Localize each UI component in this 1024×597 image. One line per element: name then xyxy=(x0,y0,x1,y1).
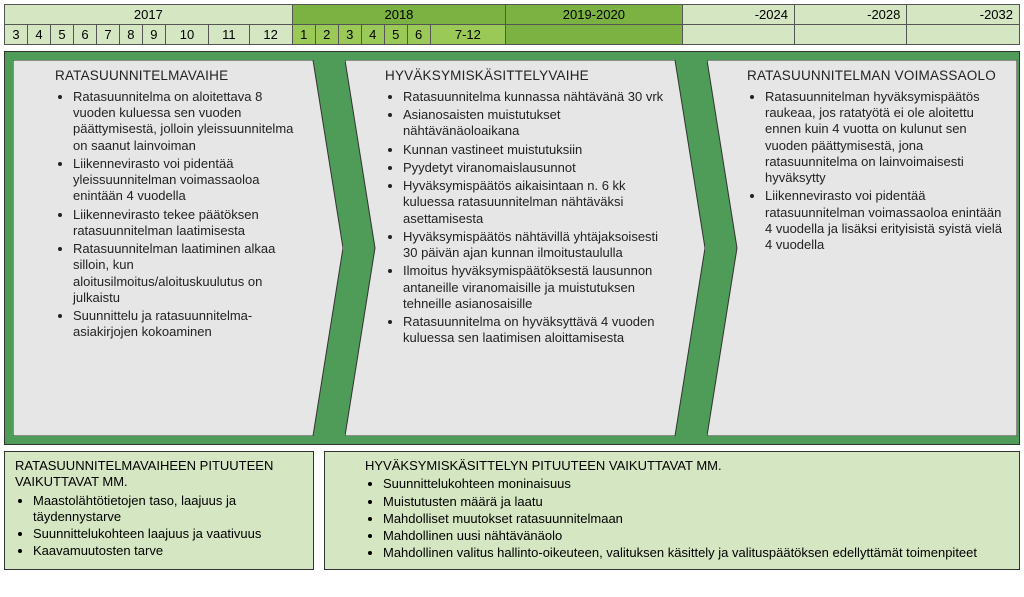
bottom-info-row: RATASUUNNITELMAVAIHEEN PITUUTEEN VAIKUTT… xyxy=(4,451,1020,570)
info-item: Mahdollinen valitus hallinto-oikeuteen, … xyxy=(383,545,1009,561)
info-list: Maastolähtötietojen taso, laajuus ja täy… xyxy=(15,493,303,560)
month-cell: 3 xyxy=(338,25,361,45)
month-cell-blank xyxy=(794,25,906,45)
month-cell: 5 xyxy=(384,25,407,45)
month-cell: 11 xyxy=(209,25,249,45)
info-title: HYVÄKSYMISKÄSITTELYN PITUUTEEN VAIKUTTAV… xyxy=(365,458,1009,474)
phase-item: Ratasuunnitelman laatiminen alkaa silloi… xyxy=(73,241,303,306)
month-cell: 1 xyxy=(292,25,315,45)
info-item: Maastolähtötietojen taso, laajuus ja täy… xyxy=(33,493,303,526)
phase-item: Pyydetyt viranomaislausunnot xyxy=(403,160,665,176)
phase-item: Ratasuunnitelma on hyväksyttävä 4 vuoden… xyxy=(403,314,665,347)
month-cell: 7-12 xyxy=(430,25,505,45)
phase-chevron-3: RATASUUNNITELMAN VOIMASSAOLO Ratasuunnit… xyxy=(707,60,1017,436)
chevron-panel: RATASUUNNITELMAVAIHE Ratasuunnitelma on … xyxy=(4,51,1020,445)
info-box-left: RATASUUNNITELMAVAIHEEN PITUUTEEN VAIKUTT… xyxy=(4,451,314,570)
phase-item: Liikennevirasto voi pidentää yleissuunni… xyxy=(73,156,303,205)
timeline-table: 2017 2018 2019-2020 -2024 -2028 -2032 3 … xyxy=(4,4,1020,45)
info-item: Muistutusten määrä ja laatu xyxy=(383,494,1009,510)
month-cell: 4 xyxy=(361,25,384,45)
phase-item: Ratasuunnitelma kunnassa nähtävänä 30 vr… xyxy=(403,89,665,105)
info-item: Suunnittelukohteen laajuus ja vaativuus xyxy=(33,526,303,542)
year-2019-2020: 2019-2020 xyxy=(506,5,682,25)
year-2032: -2032 xyxy=(907,5,1020,25)
info-box-right: HYVÄKSYMISKÄSITTELYN PITUUTEEN VAIKUTTAV… xyxy=(324,451,1020,570)
month-cell-blank xyxy=(907,25,1020,45)
phase-title: RATASUUNNITELMAVAIHE xyxy=(55,68,303,85)
phase-title: HYVÄKSYMISKÄSITTELYVAIHE xyxy=(385,68,665,85)
info-item: Suunnittelukohteen moninaisuus xyxy=(383,476,1009,492)
phase-list: Ratasuunnitelma on aloitettava 8 vuoden … xyxy=(55,89,303,341)
month-cell: 4 xyxy=(27,25,50,45)
timeline-months-row: 3 4 5 6 7 8 9 10 11 12 1 2 3 4 5 6 7-12 xyxy=(5,25,1020,45)
month-cell: 5 xyxy=(50,25,73,45)
info-list: Suunnittelukohteen moninaisuus Muistutus… xyxy=(365,476,1009,561)
month-cell: 6 xyxy=(73,25,96,45)
month-cell: 8 xyxy=(119,25,142,45)
phase-chevron-2: HYVÄKSYMISKÄSITTELYVAIHE Ratasuunnitelma… xyxy=(345,60,705,436)
year-2028: -2028 xyxy=(794,5,906,25)
year-2018: 2018 xyxy=(292,5,505,25)
phase-item: Suunnittelu ja ratasuunnitelma-asiakirjo… xyxy=(73,308,303,341)
phase-item: Ilmoitus hyväksymispäätöksestä lausunnon… xyxy=(403,263,665,312)
phase-title: RATASUUNNITELMAN VOIMASSAOLO xyxy=(747,68,1003,85)
phase-item: Asianosaisten muistutukset nähtävänäoloa… xyxy=(403,107,665,140)
year-2024: -2024 xyxy=(682,5,794,25)
month-cell: 9 xyxy=(142,25,165,45)
month-cell-blank xyxy=(682,25,794,45)
month-cell: 2 xyxy=(315,25,338,45)
phase-list: Ratasuunnitelman hyväksymispäätös raukea… xyxy=(747,89,1003,254)
year-2017: 2017 xyxy=(5,5,293,25)
info-title: RATASUUNNITELMAVAIHEEN PITUUTEEN VAIKUTT… xyxy=(15,458,303,491)
month-cell: 6 xyxy=(407,25,430,45)
phase-item: Liikennevirasto tekee päätöksen ratasuun… xyxy=(73,207,303,240)
phase-item: Hyväksymispäätös aikaisintaan n. 6 kk ku… xyxy=(403,178,665,227)
phase-item: Kunnan vastineet muistutuksiin xyxy=(403,142,665,158)
info-item: Kaavamuutosten tarve xyxy=(33,543,303,559)
month-cell: 7 xyxy=(96,25,119,45)
phase-item: Ratasuunnitelma on aloitettava 8 vuoden … xyxy=(73,89,303,154)
month-cell: 12 xyxy=(249,25,292,45)
month-cell: 10 xyxy=(165,25,208,45)
phase-item: Ratasuunnitelman hyväksymispäätös raukea… xyxy=(765,89,1003,187)
info-item: Mahdollinen uusi nähtävänäolo xyxy=(383,528,1009,544)
timeline-years-row: 2017 2018 2019-2020 -2024 -2028 -2032 xyxy=(5,5,1020,25)
info-item: Mahdolliset muutokset ratasuunnitelmaan xyxy=(383,511,1009,527)
phase-item: Liikennevirasto voi pidentää ratasuunnit… xyxy=(765,188,1003,253)
phase-list: Ratasuunnitelma kunnassa nähtävänä 30 vr… xyxy=(385,89,665,347)
month-cell-blank xyxy=(506,25,682,45)
phase-item: Hyväksymispäätös nähtävillä yhtäjaksoise… xyxy=(403,229,665,262)
phase-chevron-1: RATASUUNNITELMAVAIHE Ratasuunnitelma on … xyxy=(13,60,343,436)
month-cell: 3 xyxy=(5,25,28,45)
